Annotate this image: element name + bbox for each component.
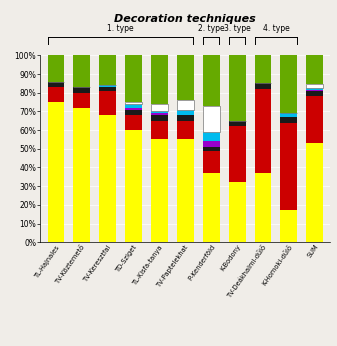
Bar [99, 87, 116, 91]
Bar [177, 115, 194, 121]
Bar [306, 97, 323, 143]
Bar [125, 108, 142, 110]
Bar [254, 89, 271, 173]
Bar [125, 102, 142, 104]
Bar [125, 110, 142, 115]
Bar [177, 110, 194, 115]
Bar [125, 115, 142, 130]
Bar [229, 182, 246, 242]
Bar [73, 55, 90, 87]
Bar [306, 55, 323, 84]
Bar [73, 87, 90, 93]
Bar [177, 55, 194, 100]
Bar [254, 83, 271, 89]
Bar [280, 55, 297, 113]
Bar [203, 132, 220, 141]
Bar [229, 55, 246, 121]
Bar [254, 55, 271, 83]
Bar [125, 104, 142, 108]
Bar [306, 90, 323, 91]
Bar [99, 55, 116, 85]
Bar [280, 122, 297, 210]
Bar [151, 111, 168, 113]
Bar [73, 93, 90, 108]
Bar [99, 91, 116, 115]
Bar [254, 173, 271, 242]
Text: 3. type: 3. type [224, 24, 250, 33]
Bar [73, 108, 90, 242]
Bar [125, 55, 142, 102]
Bar [151, 104, 168, 111]
Bar [99, 85, 116, 87]
Bar [306, 88, 323, 90]
Bar [306, 91, 323, 97]
Bar [306, 84, 323, 88]
Bar [229, 121, 246, 126]
Bar [280, 210, 297, 242]
Text: 2. type: 2. type [198, 24, 224, 33]
Text: 4. type: 4. type [263, 24, 289, 33]
Bar [280, 113, 297, 117]
Bar [203, 55, 220, 106]
Bar [48, 82, 64, 87]
Text: Decoration techniques: Decoration techniques [115, 14, 256, 24]
Bar [203, 173, 220, 242]
Text: 1. type: 1. type [108, 24, 134, 33]
Bar [48, 55, 64, 82]
Bar [151, 115, 168, 121]
Bar [203, 141, 220, 147]
Bar [203, 106, 220, 132]
Bar [177, 121, 194, 139]
Bar [203, 151, 220, 173]
Bar [203, 147, 220, 151]
Bar [177, 139, 194, 242]
Bar [151, 55, 168, 104]
Bar [48, 102, 64, 242]
Bar [151, 113, 168, 115]
Bar [306, 143, 323, 242]
Bar [229, 126, 246, 182]
Bar [151, 139, 168, 242]
Bar [99, 115, 116, 242]
Bar [48, 87, 64, 102]
Bar [125, 130, 142, 242]
Bar [280, 117, 297, 122]
Bar [151, 121, 168, 139]
Bar [177, 100, 194, 110]
